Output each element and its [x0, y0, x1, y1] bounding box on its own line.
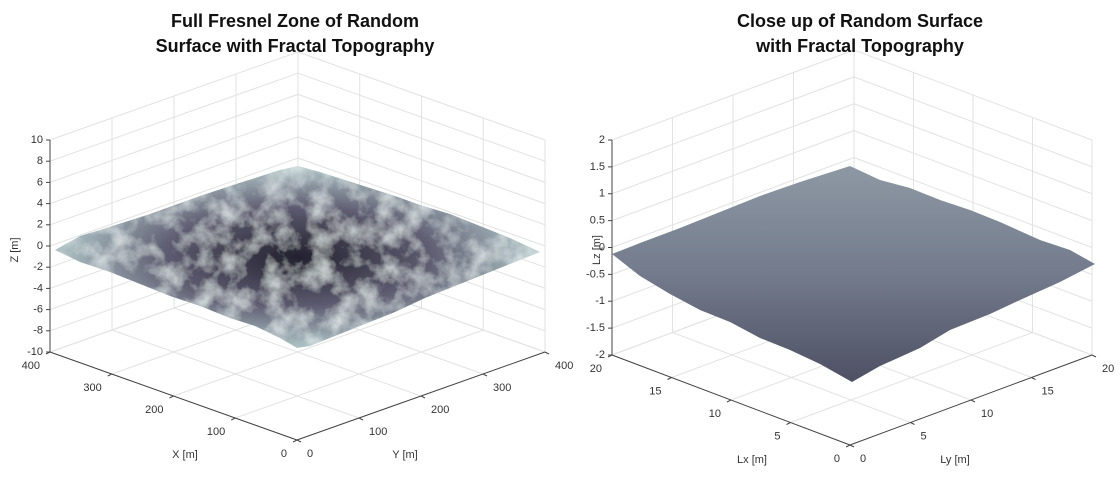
y-tick-label: 0: [307, 448, 313, 460]
z-tick-label: 2: [37, 219, 43, 231]
z-axis-label: Z [m]: [9, 237, 21, 262]
z-tick-label: 1: [599, 188, 605, 200]
y-tick-label: 200: [431, 404, 449, 416]
x-tick-label: 0: [834, 453, 840, 465]
grid-line: [49, 72, 299, 162]
chart-title: Full Fresnel Zone of Random: [171, 11, 419, 31]
x-tick-label: 300: [83, 382, 101, 394]
z-tick-label: 10: [31, 134, 43, 146]
grid-line: [853, 157, 1093, 248]
y-tick-label: 0: [860, 453, 866, 465]
x-axis-label: X [m]: [172, 449, 198, 461]
x-tick-label: 200: [145, 404, 163, 416]
tick-mark: [358, 417, 364, 421]
z-tick-label: -1: [595, 295, 605, 307]
x-axis-label: Lx [m]: [737, 454, 767, 466]
grid-line: [49, 51, 299, 141]
y-tick-label: 15: [1042, 385, 1054, 397]
grid-line: [297, 51, 546, 141]
tick-mark: [910, 422, 915, 425]
x-tick-label: 100: [207, 426, 225, 438]
tick-mark: [296, 439, 302, 443]
tick-mark: [786, 422, 791, 425]
grid-line: [297, 136, 546, 226]
z-tick-label: -1.5: [586, 322, 605, 334]
grid-line: [853, 76, 1093, 168]
tick-mark: [107, 373, 112, 377]
chart-title: Surface with Fractal Topography: [156, 36, 435, 56]
grid-line: [49, 93, 299, 183]
z-tick-label: 0: [37, 240, 43, 252]
z-tick-label: 2: [599, 134, 605, 146]
y-tick-label: 100: [369, 426, 387, 438]
tick-mark: [420, 395, 426, 399]
grid-line: [672, 332, 911, 423]
x-tick-label: 5: [774, 430, 780, 442]
grid-line: [49, 157, 299, 247]
z-axis-label: Lz [m]: [591, 235, 603, 265]
tick-mark: [292, 439, 298, 443]
grid-line: [49, 115, 299, 205]
z-tick-label: -2: [595, 349, 605, 361]
z-tick-label: -4: [33, 282, 43, 294]
tick-mark: [726, 399, 732, 403]
grid-line: [49, 136, 299, 226]
chart-title: Close up of Random Surface: [737, 11, 983, 31]
grid-line: [853, 49, 1093, 141]
z-tick-label: -0.5: [586, 268, 605, 280]
chart-title: with Fractal Topography: [755, 36, 964, 56]
surface: [55, 166, 540, 348]
z-tick-label: 1.5: [590, 161, 605, 173]
tick-mark: [544, 351, 550, 355]
x-tick-label: 15: [649, 385, 661, 397]
y-axis-label: Y [m]: [392, 449, 417, 461]
z-tick-label: 4: [37, 198, 43, 210]
surface: [612, 166, 1095, 382]
grid-line: [611, 49, 855, 141]
tick-mark: [482, 373, 488, 377]
y-tick-label: 20: [1102, 363, 1114, 375]
y-tick-label: 400: [555, 360, 573, 372]
x-tick-label: 20: [590, 363, 602, 375]
z-tick-label: 8: [37, 155, 43, 167]
z-tick-label: -2: [33, 261, 43, 273]
z-tick-label: -8: [33, 325, 43, 337]
z-tick-label: 0.5: [590, 215, 605, 227]
grid-line: [853, 130, 1093, 222]
grid-line: [853, 103, 1093, 195]
grid-line: [297, 115, 546, 205]
y-axis-label: Ly [m]: [940, 454, 970, 466]
tick-mark: [169, 395, 174, 399]
grid-line: [611, 103, 855, 195]
z-tick-label: 0: [599, 241, 605, 253]
grid-line: [111, 329, 360, 419]
grid-line: [297, 93, 546, 183]
tick-mark: [845, 444, 851, 448]
tick-mark: [970, 399, 976, 403]
z-tick-label: 6: [37, 176, 43, 188]
z-tick-label: -6: [33, 304, 43, 316]
x-tick-label: 0: [281, 448, 287, 460]
z-tick-label: -10: [27, 346, 43, 358]
x-tick-label: 10: [709, 408, 721, 420]
grid-line: [611, 130, 855, 222]
grid-line: [297, 72, 546, 162]
grid-line: [173, 307, 422, 397]
grid-line: [297, 157, 546, 247]
tick-mark: [1031, 377, 1036, 380]
tick-mark: [1091, 354, 1097, 358]
y-tick-label: 300: [493, 382, 511, 394]
tick-mark: [231, 417, 236, 421]
grid-line: [611, 76, 855, 168]
grid-line: [611, 157, 855, 248]
y-tick-label: 5: [921, 430, 927, 442]
tick-mark: [849, 444, 855, 448]
tick-mark: [667, 377, 672, 380]
x-tick-label: 400: [22, 360, 40, 372]
y-tick-label: 10: [981, 408, 993, 420]
